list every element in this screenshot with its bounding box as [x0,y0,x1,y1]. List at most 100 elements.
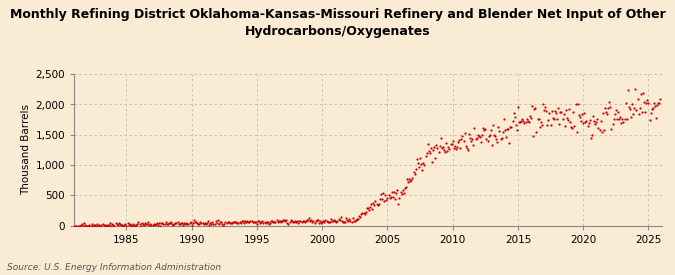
Point [209,222,220,226]
Point [167,222,178,227]
Point [124,222,135,226]
Point [284,220,295,224]
Point [332,219,343,223]
Point [115,223,126,227]
Point [245,219,256,223]
Point [524,114,535,119]
Point [242,219,252,224]
Y-axis label: Thousand Barrels: Thousand Barrels [22,104,32,195]
Point [133,220,144,225]
Point [265,221,275,225]
Point [124,222,134,227]
Point [169,221,180,226]
Point [194,221,205,226]
Text: Monthly Refining District Oklahoma-Kansas-Missouri Refinery and Blender Net Inpu: Monthly Refining District Oklahoma-Kansa… [9,8,666,38]
Point [647,106,658,110]
Point [548,117,559,122]
Point [190,220,201,224]
Point [576,118,587,123]
Point [273,219,284,224]
Point [232,220,243,225]
Point [362,205,373,210]
Point [252,218,263,223]
Point [170,221,181,225]
Point [637,110,647,115]
Point [450,144,460,148]
Point [521,117,532,121]
Point [356,211,367,216]
Point [138,223,149,227]
Point [508,111,519,116]
Point [236,219,247,224]
Point [530,105,541,110]
Point [616,121,626,126]
Point [382,196,393,200]
Point [344,216,355,221]
Point [126,223,137,228]
Point [547,116,558,120]
Point [361,206,372,210]
Point [271,218,282,222]
Point [631,107,642,112]
Point [555,110,566,114]
Point [614,117,624,121]
Point [195,220,206,224]
Point [161,222,172,227]
Point [121,223,132,228]
Point [155,223,165,228]
Point [528,134,539,138]
Point [473,134,484,138]
Point [510,123,521,128]
Point [626,115,637,119]
Point [163,222,173,226]
Point [554,122,565,127]
Point [238,219,248,224]
Point [472,133,483,138]
Point [140,221,151,225]
Point [334,218,345,222]
Point [244,219,254,224]
Point [655,97,666,101]
Point [200,221,211,226]
Point [282,221,293,225]
Point [240,219,250,224]
Point [468,143,479,148]
Point [134,222,145,226]
Point [495,136,506,141]
Point [420,154,431,159]
Point [487,143,497,147]
Point [497,130,508,134]
Point [304,216,315,220]
Point [358,211,369,215]
Point [90,223,101,227]
Point [268,220,279,225]
Point [407,176,418,180]
Point [80,223,90,227]
Point [608,122,618,127]
Point [629,106,640,111]
Point [73,223,84,228]
Point [291,220,302,224]
Point [384,196,395,200]
Point [350,218,361,222]
Point [574,115,585,120]
Point [569,124,580,128]
Point [566,125,576,129]
Point [405,179,416,183]
Point [350,219,360,223]
Point [254,220,265,225]
Point [181,221,192,225]
Point [359,211,370,216]
Point [504,141,514,145]
Point [478,126,489,130]
Point [215,220,226,224]
Point [346,220,357,224]
Point [649,100,659,105]
Point [293,221,304,225]
Point [225,221,236,225]
Point [471,136,482,141]
Point [419,163,430,168]
Point [355,215,366,219]
Point [338,220,348,224]
Point [570,102,581,106]
